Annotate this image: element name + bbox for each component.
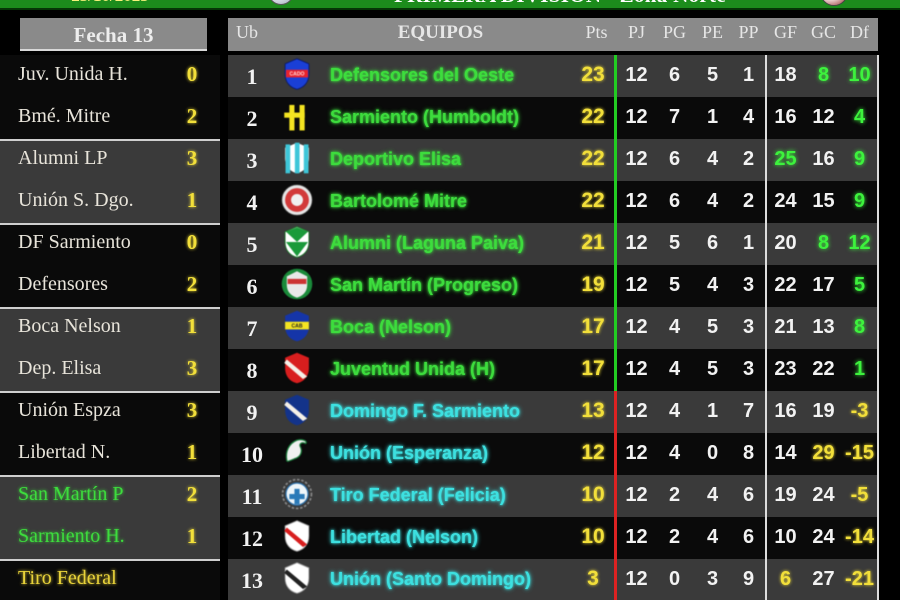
svg-text:CAB: CAB bbox=[291, 324, 302, 330]
svg-text:CADO: CADO bbox=[290, 72, 305, 78]
